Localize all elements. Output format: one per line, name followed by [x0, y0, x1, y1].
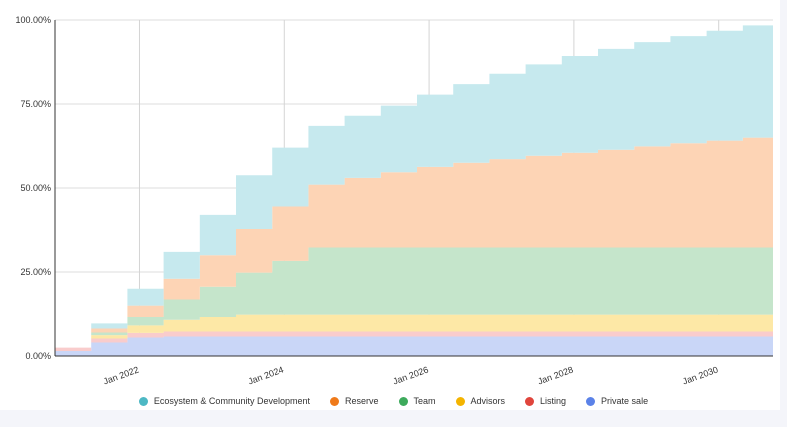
legend-label: Private sale: [601, 396, 649, 406]
area-private-sale: [55, 336, 773, 356]
legend-swatch: [138, 396, 148, 406]
area-advisors: [55, 314, 773, 348]
x-tick-label: Jan 2030: [681, 364, 719, 386]
y-tick-label: 75.00%: [20, 99, 51, 109]
y-tick-label: 50.00%: [20, 183, 51, 193]
x-tick-label: Jan 2028: [536, 364, 574, 386]
area-listing: [55, 331, 773, 351]
area-ecosystem-community-development: [55, 20, 773, 348]
legend-item-ecosystem-community-development[interactable]: Ecosystem & Community Development: [138, 396, 310, 406]
chart-legend: Ecosystem & Community Development Reserve…: [0, 396, 787, 406]
legend-swatch: [329, 396, 339, 406]
legend-label: Team: [413, 396, 436, 406]
legend-item-listing[interactable]: Listing: [525, 396, 566, 406]
legend-swatch: [398, 396, 408, 406]
y-tick-label: 0.00%: [25, 351, 51, 361]
legend-swatch: [455, 396, 465, 406]
legend-label: Advisors: [470, 396, 506, 406]
legend-label: Listing: [540, 396, 567, 406]
x-tick-label: Jan 2024: [247, 364, 285, 386]
legend-item-advisors[interactable]: Advisors: [455, 396, 506, 406]
area-team: [55, 247, 773, 348]
legend-label: Reserve: [344, 396, 379, 406]
area-reserve: [55, 134, 773, 348]
legend-swatch: [586, 396, 596, 406]
legend-swatch: [525, 396, 535, 406]
legend-item-private-sale[interactable]: Private sale: [586, 396, 648, 406]
y-tick-label: 25.00%: [20, 267, 51, 277]
legend-item-reserve[interactable]: Reserve: [329, 396, 379, 406]
x-tick-label: Jan 2026: [392, 364, 430, 386]
legend-item-team[interactable]: Team: [398, 396, 436, 406]
legend-label: Ecosystem & Community Development: [153, 396, 310, 406]
x-tick-label: Jan 2022: [102, 364, 140, 386]
y-tick-label: 100.00%: [15, 15, 51, 25]
stacked-area-chart: 0.00% 25.00% 50.00% 75.00% 100.00% Jan 2022 Ja…: [15, 15, 773, 387]
